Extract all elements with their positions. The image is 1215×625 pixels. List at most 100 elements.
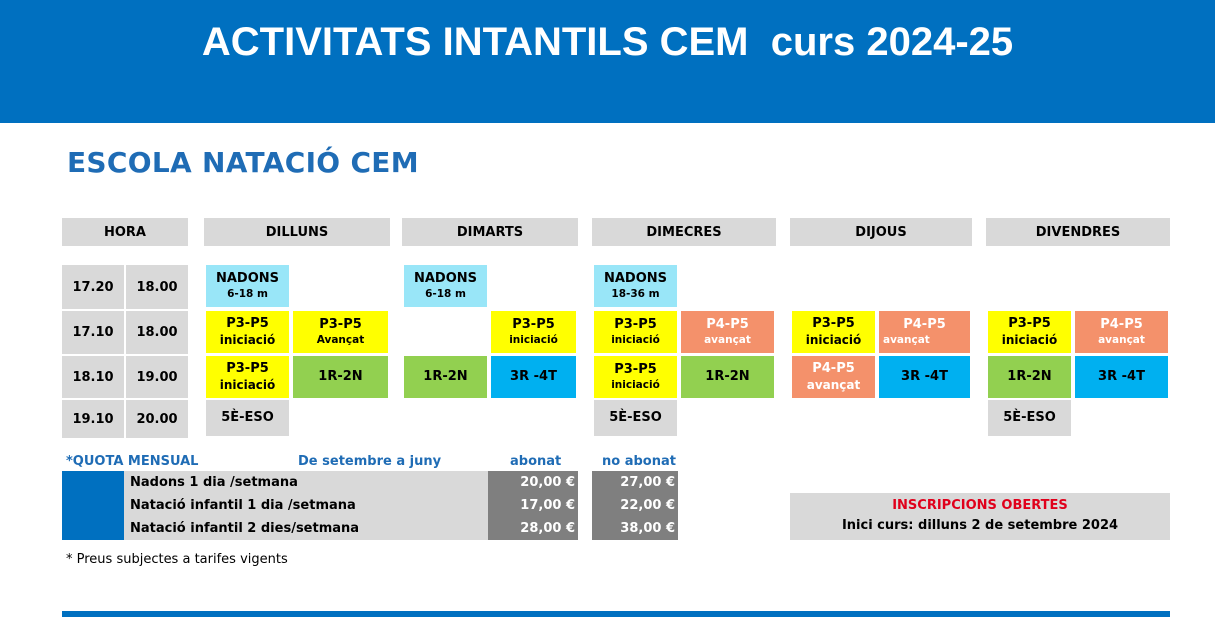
fee-nonmember: 22,00 € xyxy=(592,494,678,517)
class-name: 5È-ESO xyxy=(221,409,274,425)
column-header-dijous: DIJOUS xyxy=(790,218,972,246)
class-name: 1R-2N xyxy=(423,368,468,384)
fee-nonmember: 38,00 € xyxy=(592,517,678,540)
class-level: Avançat xyxy=(316,333,365,346)
class-slot: 1R-2N xyxy=(681,356,774,398)
class-slot: NADONS 18-36 m xyxy=(594,265,677,307)
fee-label: Nadons 1 dia /setmana xyxy=(124,471,488,494)
fees-heading: *QUOTA MENSUAL xyxy=(66,454,199,469)
class-slot: P4-P5 avançat xyxy=(1075,311,1168,353)
class-name: NADONS xyxy=(215,271,280,287)
class-level: iniciació xyxy=(805,332,862,347)
fee-member: 17,00 € xyxy=(488,494,578,517)
class-level: avançat xyxy=(883,333,930,346)
class-slot: P3-P5 iniciació xyxy=(491,311,576,353)
time-end: 20.00 xyxy=(126,400,188,438)
class-name: P3-P5 xyxy=(226,316,269,332)
registration-box: INSCRIPCIONS OBERTES Inici curs: dilluns… xyxy=(790,493,1170,540)
class-slot: P4-P5 avançat xyxy=(879,311,970,353)
class-slot: 5È-ESO xyxy=(988,400,1071,436)
class-slot: NADONS 6-18 m xyxy=(206,265,289,307)
fee-member: 20,00 € xyxy=(488,471,578,494)
class-level: avançat xyxy=(1098,333,1145,346)
price-note: * Preus subjectes a tarifes vigents xyxy=(66,552,288,567)
class-level: avançat xyxy=(704,333,751,346)
fees-column-nonmember: no abonat xyxy=(602,454,676,469)
class-name: P3-P5 xyxy=(1008,316,1051,332)
class-name: NADONS xyxy=(603,271,668,287)
class-slot: P3-P5 iniciació xyxy=(792,311,875,353)
class-name: 5È-ESO xyxy=(609,409,662,425)
fee-label: Natació infantil 1 dia /setmana xyxy=(124,494,488,517)
time-start: 19.10 xyxy=(62,400,124,438)
class-name: P4-P5 xyxy=(812,361,855,377)
class-slot: 5È-ESO xyxy=(594,400,677,436)
class-name: P3-P5 xyxy=(812,316,855,332)
fees-color-block xyxy=(62,471,124,540)
class-name: P3-P5 xyxy=(614,317,657,333)
class-name: NADONS xyxy=(413,271,478,287)
time-start: 17.10 xyxy=(62,311,124,354)
time-end: 19.00 xyxy=(126,356,188,398)
class-name: P4-P5 xyxy=(706,317,749,333)
time-end: 18.00 xyxy=(126,311,188,354)
class-name: P3-P5 xyxy=(319,317,362,333)
class-level: iniciació xyxy=(509,333,558,346)
class-name: 1R-2N xyxy=(705,368,750,384)
class-name: 3R -4T xyxy=(1098,368,1145,384)
time-end: 18.00 xyxy=(126,265,188,309)
class-level: 6-18 m xyxy=(425,287,466,300)
registration-start: Inici curs: dilluns 2 de setembre 2024 xyxy=(841,518,1119,533)
column-header-dilluns: DILLUNS xyxy=(204,218,390,246)
fees-period: De setembre a juny xyxy=(298,454,442,469)
class-slot: 1R-2N xyxy=(988,356,1071,398)
class-name: 3R -4T xyxy=(901,368,948,384)
class-name: 3R -4T xyxy=(510,368,557,384)
class-slot: 3R -4T xyxy=(879,356,970,398)
time-start: 17.20 xyxy=(62,265,124,309)
class-slot: 1R-2N xyxy=(404,356,487,398)
section-title: ESCOLA NATACIÓ CEM xyxy=(67,146,419,179)
class-level: iniciació xyxy=(611,333,660,346)
class-name: 1R-2N xyxy=(1007,368,1052,384)
footer-bar xyxy=(62,611,1170,617)
class-slot: NADONS 6-18 m xyxy=(404,265,487,307)
class-level: iniciació xyxy=(1001,332,1058,347)
class-level: 6-18 m xyxy=(227,287,268,300)
class-level: avançat xyxy=(806,377,861,392)
class-name: 1R-2N xyxy=(318,368,363,384)
fee-nonmember: 27,00 € xyxy=(592,471,678,494)
class-slot: P3-P5 iniciació xyxy=(988,311,1071,353)
class-slot: 1R-2N xyxy=(293,356,388,398)
fee-member: 28,00 € xyxy=(488,517,578,540)
class-slot: 5È-ESO xyxy=(206,400,289,436)
class-slot: 3R -4T xyxy=(491,356,576,398)
class-slot: P3-P5 iniciació xyxy=(206,356,289,398)
class-slot: P4-P5 avançat xyxy=(792,356,875,398)
class-level: 18-36 m xyxy=(611,287,660,300)
class-name: P3-P5 xyxy=(614,362,657,378)
registration-title: INSCRIPCIONS OBERTES xyxy=(892,498,1068,513)
class-level: iniciació xyxy=(611,378,660,391)
header-banner xyxy=(0,0,1215,123)
fees-column-member: abonat xyxy=(510,454,562,469)
class-level: iniciació xyxy=(219,377,276,392)
class-level: iniciació xyxy=(219,332,276,347)
class-slot: P3-P5 iniciació xyxy=(206,311,289,353)
class-name: P4-P5 xyxy=(1100,317,1143,333)
class-slot: P3-P5 iniciació xyxy=(594,356,677,398)
class-name: P3-P5 xyxy=(226,361,269,377)
column-header-dimecres: DIMECRES xyxy=(592,218,776,246)
time-start: 18.10 xyxy=(62,356,124,398)
class-name: P3-P5 xyxy=(512,317,555,333)
column-header-dimarts: DIMARTS xyxy=(402,218,578,246)
class-slot: P3-P5 Avançat xyxy=(293,311,388,353)
column-header-hora: HORA xyxy=(62,218,188,246)
page-title: ACTIVITATS INTANTILS CEM curs 2024-25 xyxy=(201,20,1014,64)
fee-label: Natació infantil 2 dies/setmana xyxy=(124,517,488,540)
class-name: P4-P5 xyxy=(903,317,946,333)
class-name: 5È-ESO xyxy=(1003,409,1056,425)
class-slot: P3-P5 iniciació xyxy=(594,311,677,353)
class-slot: P4-P5 avançat xyxy=(681,311,774,353)
class-slot: 3R -4T xyxy=(1075,356,1168,398)
